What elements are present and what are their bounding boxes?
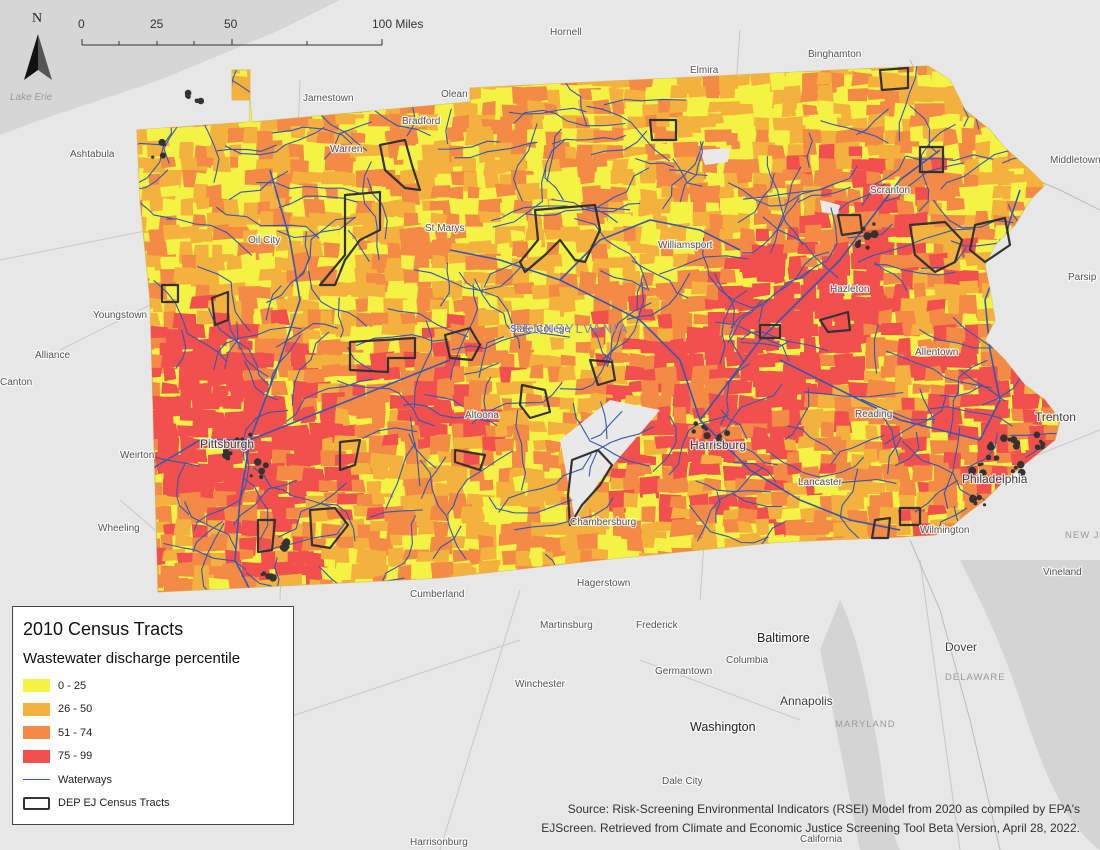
north-arrow: N (20, 8, 56, 86)
chesapeake-bay (820, 600, 900, 850)
source-line-2: EJScreen. Retrieved from Climate and Eco… (541, 821, 1080, 835)
place-label: Winchester (515, 679, 566, 690)
place-label: Harrisonburg (410, 837, 468, 848)
legend-label: 51 - 74 (58, 726, 93, 739)
place-label: Alliance (35, 350, 70, 361)
scale-bar: 0 25 50 100 Miles (78, 14, 438, 54)
legend-label: 0 - 25 (58, 679, 87, 692)
place-label: Binghamton (808, 49, 861, 60)
place-label: Ashtabula (70, 149, 115, 160)
place-label: Warren (330, 144, 362, 155)
place-label: NEW JERSEY (1065, 530, 1100, 541)
place-label: Frederick (636, 620, 679, 631)
place-label: Pittsburgh (200, 437, 254, 451)
place-label: DELAWARE (945, 672, 1006, 683)
north-arrow-right-icon (38, 34, 52, 80)
waterway-line-icon (23, 779, 50, 781)
place-label: Dover (945, 640, 977, 654)
place-label: Reading (855, 409, 892, 420)
place-label: Baltimore (757, 631, 810, 645)
place-label: Chambersburg (570, 517, 636, 528)
ej-tracts-layer (151, 66, 1046, 582)
scale-tick-25: 25 (150, 17, 164, 31)
source-line-1: Source: Risk-Screening Environmental Ind… (567, 802, 1080, 816)
legend-item-0: 0 - 25 (23, 674, 283, 698)
place-label: Williamsport (658, 240, 713, 251)
place-label: Lake Erie (10, 92, 53, 103)
place-label: Vineland (1043, 567, 1082, 578)
legend-swatch (23, 679, 50, 693)
scale-tick-100: 100 Miles (372, 17, 424, 31)
place-label: Jamestown (303, 93, 354, 104)
place-label: Altoona (465, 410, 499, 421)
place-label: Philadelphia (962, 472, 1028, 486)
north-letter: N (32, 11, 42, 26)
place-label: Harrisburg (690, 438, 746, 452)
place-label: Trenton (1035, 410, 1076, 424)
place-label: Middletown (1050, 155, 1100, 166)
legend-item-waterways: Waterways (23, 768, 283, 792)
legend-swatch (23, 749, 50, 763)
legend-label: 75 - 99 (58, 750, 93, 763)
legend-item-1: 26 - 50 (23, 698, 283, 722)
place-label: Elmira (690, 65, 719, 76)
place-label: Hazleton (830, 284, 869, 295)
place-label: Washington (690, 720, 756, 734)
place-label: Martinsburg (540, 620, 593, 631)
place-label: Allentown (915, 347, 958, 358)
legend-item-ej-tracts: DEP EJ Census Tracts (23, 792, 283, 816)
place-label: Oil City (248, 235, 280, 246)
legend-label: Waterways (58, 773, 112, 786)
place-label: State College (510, 324, 570, 335)
scale-tick-0: 0 (78, 17, 85, 31)
place-label: Hornell (550, 27, 582, 38)
place-label: Annapolis (780, 694, 833, 708)
place-label: Columbia (726, 655, 769, 666)
legend-title: 2010 Census Tracts (23, 619, 184, 639)
place-label: Bradford (402, 116, 440, 127)
place-label: Lancaster (798, 477, 843, 488)
place-label: Weirton (120, 450, 154, 461)
scale-tick-50: 50 (224, 17, 238, 31)
legend-label: 26 - 50 (58, 703, 93, 716)
place-label: Youngstown (93, 310, 147, 321)
delaware-bay (960, 560, 1100, 850)
place-labels: Hornell Elmira Binghamton Jamestown Olean Bra… (0, 26, 1100, 849)
north-arrow-left-icon (24, 34, 38, 80)
source-attribution: Source: Risk-Screening Environmental Ind… (420, 800, 1080, 838)
state-label: PENNSYLVANIA (513, 321, 629, 336)
legend-item-2: 51 - 74 (23, 721, 283, 745)
place-label: St Marys (425, 223, 464, 234)
lake-erie (0, 0, 340, 135)
place-label: Wilmington (920, 525, 969, 536)
place-label: Wheeling (98, 523, 140, 534)
place-label: Olean (441, 89, 468, 100)
ej-outline-icon (23, 796, 50, 810)
place-label: California (800, 834, 843, 845)
place-label: Germantown (655, 666, 712, 677)
legend-swatch (23, 726, 50, 740)
legend-label: DEP EJ Census Tracts (58, 797, 170, 810)
place-label: MARYLAND (835, 719, 896, 730)
place-label: Parsip (1068, 272, 1097, 283)
place-label: Cumberland (410, 589, 464, 600)
legend-item-3: 75 - 99 (23, 745, 283, 769)
map-legend: 2010 Census Tracts Wastewater discharge … (12, 606, 294, 825)
place-label: Dale City (662, 776, 703, 787)
legend-swatch (23, 702, 50, 716)
legend-subtitle: Wastewater discharge percentile (23, 650, 241, 667)
place-label: Canton (0, 377, 32, 388)
place-label: Scranton (870, 185, 910, 196)
place-label: Hagerstown (577, 578, 630, 589)
